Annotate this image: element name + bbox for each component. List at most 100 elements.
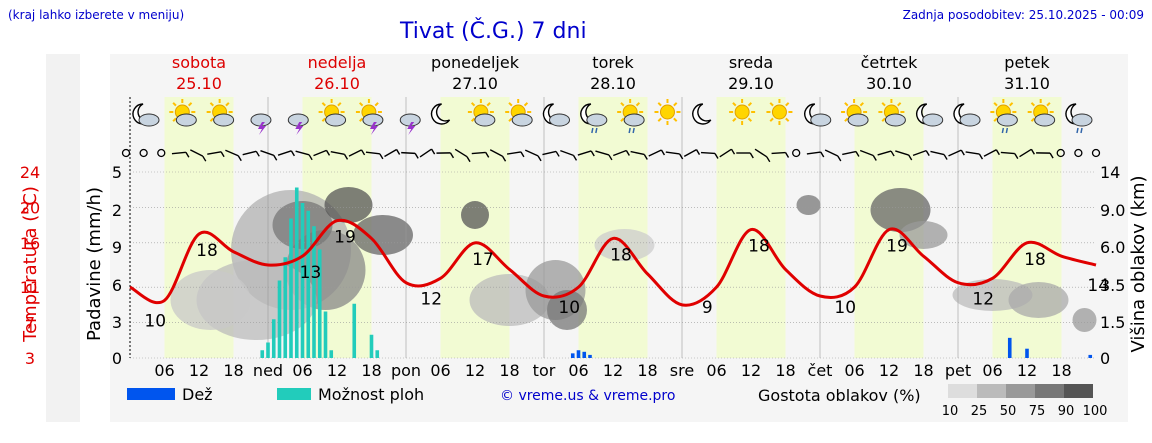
wind-barb-feather [466, 156, 471, 163]
cloud-height-tick-label: 14 [1100, 163, 1120, 182]
sun-cloud-icon [1027, 99, 1056, 127]
cloud-density-blob [796, 195, 821, 215]
sun-icon [766, 99, 793, 125]
wind-barb-feather [784, 152, 790, 158]
sun-ray [747, 102, 753, 107]
wind-barb [665, 151, 680, 155]
sun-cloud-icon [318, 99, 347, 127]
sun-ray [881, 117, 886, 122]
wind-barb-feather [837, 155, 842, 162]
sun-ray [225, 102, 230, 107]
wind-barb [330, 150, 345, 156]
sun-cloud-icon [505, 99, 533, 127]
sun-shape [771, 104, 787, 120]
temp-tick-label: 11 [20, 278, 40, 297]
wind-barb-feather [396, 149, 401, 155]
left-note: (kraj lahko izberete v meniju) [8, 8, 185, 22]
moon-cloud-icon [953, 103, 981, 127]
cloud-shape [325, 113, 347, 127]
wind-barb-feather [1049, 152, 1054, 159]
wind-barb-feather [679, 153, 684, 160]
x-tick-label: 12 [603, 361, 623, 380]
sun-ray [1030, 102, 1036, 107]
wind-barb [506, 151, 522, 155]
temp-tick-label: 7 [25, 314, 35, 333]
wind-barb-feather [820, 151, 825, 158]
rain-bar [1007, 337, 1012, 358]
credit-text[interactable]: © vreme.us & vreme.pro [500, 388, 676, 404]
temperature-label: 10 [144, 311, 166, 331]
temperature-label: 12 [972, 289, 994, 309]
cloud-density-swatch [948, 384, 977, 398]
x-tick-label: 18 [1051, 361, 1071, 380]
sun-ray [881, 102, 886, 107]
temperature-label: 19 [334, 228, 356, 248]
wind-barb-feather [625, 150, 630, 156]
wind-barb [401, 151, 416, 155]
wind-barb [842, 150, 857, 156]
moon-shape [692, 103, 712, 125]
wind-barb [171, 151, 186, 155]
shower-bar [289, 218, 293, 358]
x-tick-label: 06 [844, 361, 864, 380]
wind-barb-feather [202, 155, 207, 162]
wind-barb [948, 149, 962, 157]
shower-bar [352, 303, 357, 358]
sun-shape [659, 104, 675, 120]
wind-barb-feather [449, 152, 455, 159]
temp-tick-label: 16 [20, 234, 40, 253]
legend-cloud-title: Gostota oblakov (%) [758, 386, 921, 405]
cloud-height-tick-label: 0 [1100, 349, 1110, 368]
wind-barb [207, 151, 222, 155]
x-tick-label: ned [253, 361, 283, 380]
drop-shape [1080, 127, 1083, 134]
moon-icon [430, 103, 451, 125]
day-date: 29.10 [728, 74, 774, 93]
temperature-label: 10 [558, 298, 580, 318]
sun-icon [729, 99, 756, 125]
wind-barb-feather [695, 149, 701, 155]
wind-barb-feather [660, 149, 666, 156]
wind-barb-feather [890, 150, 895, 157]
cloud-density-blob [353, 215, 413, 255]
wind-barb [560, 149, 574, 157]
wind-barb-feather [872, 155, 877, 161]
precip-tick-label: 2 [112, 201, 122, 220]
cloud-height-tick-label: 1.5 [1100, 313, 1125, 332]
wind-barb [189, 149, 204, 157]
legend-rain-label: Dež [182, 385, 213, 404]
sun-ray [172, 117, 177, 122]
moon-drizzle-icon [580, 103, 608, 134]
temp-tick-label: 3 [25, 349, 35, 368]
legend-rain-swatch [127, 388, 175, 400]
sun-ray [508, 102, 513, 107]
x-tick-label: pet [945, 361, 971, 380]
temperature-label: 17 [472, 250, 494, 270]
sun-ray [209, 102, 214, 107]
cloud-density-blob [1008, 282, 1069, 318]
day-name: sobota [172, 53, 226, 72]
sun-ray [993, 102, 998, 107]
x-tick-label: sre [670, 361, 694, 380]
sun-ray [187, 102, 193, 107]
bolt-shape [369, 122, 378, 135]
rain-bar [588, 354, 592, 358]
chart-title: Tivat (Č.G.) 7 dni [400, 19, 587, 44]
temp-tick-label: 24 [20, 163, 40, 182]
sun-cloud-icon [841, 99, 869, 127]
wind-barb-feather [555, 151, 560, 157]
wind-barb [965, 151, 980, 155]
drop-shape [591, 127, 594, 134]
wind-barb-feather [643, 154, 648, 160]
day-name: sreda [729, 53, 773, 72]
sun-ray [620, 117, 625, 122]
wind-barb [630, 150, 645, 156]
sun-ray [374, 102, 379, 107]
sun-cloud-icon [878, 99, 906, 127]
wind-barb [295, 150, 310, 156]
wind-barb-feather [360, 149, 366, 156]
wind-barb-feather [520, 151, 525, 158]
sun-ray [844, 117, 849, 122]
drop-shape [628, 127, 631, 134]
